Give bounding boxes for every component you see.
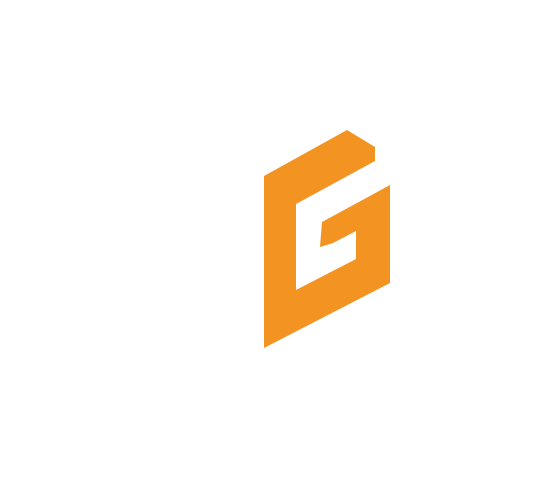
g-logo-shape	[264, 130, 390, 348]
